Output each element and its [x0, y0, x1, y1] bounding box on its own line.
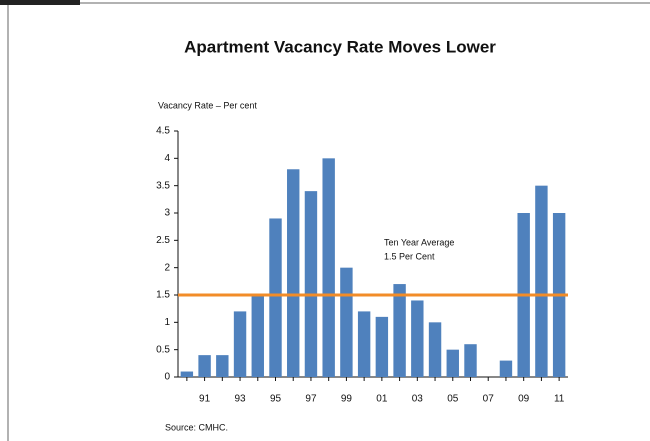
x-tick-label: 05	[447, 394, 459, 405]
bar	[411, 300, 424, 377]
bar	[216, 355, 229, 377]
bar	[198, 355, 211, 377]
y-tick-label: 1	[164, 317, 170, 328]
x-tick-label: 03	[412, 394, 424, 405]
y-tick-label: 3.5	[156, 180, 170, 191]
annotation: 1.5 Per Cent	[384, 251, 435, 261]
y-axis-label: Vacancy Rate – Per cent	[158, 100, 257, 110]
bar	[251, 295, 264, 377]
bar	[375, 316, 389, 377]
y-tick-label: 3	[164, 208, 170, 219]
y-tick-label: 0.5	[156, 344, 170, 355]
x-tick-label: 07	[483, 394, 495, 405]
chart-title: Apartment Vacancy Rate Moves Lower	[184, 37, 496, 56]
bar	[180, 371, 194, 377]
y-tick-label: 4	[164, 153, 170, 164]
bar	[287, 169, 300, 377]
corner-tab	[0, 0, 80, 5]
y-tick-label: 1.5	[156, 290, 170, 301]
source-note: Source: CMHC.	[165, 422, 228, 432]
y-tick-label: 2	[164, 262, 170, 273]
bar	[464, 344, 477, 377]
bar	[304, 191, 318, 377]
annotation: Ten Year Average	[384, 237, 454, 247]
bar	[357, 311, 371, 377]
x-tick-label: 09	[518, 394, 530, 405]
bar	[269, 218, 282, 377]
bar	[233, 311, 247, 377]
x-tick-label: 11	[554, 394, 565, 405]
bar	[446, 349, 459, 377]
bar	[340, 267, 353, 377]
bar	[428, 322, 442, 377]
bar	[499, 360, 513, 377]
x-tick-label: 01	[376, 394, 388, 405]
x-tick-label: 95	[270, 394, 282, 405]
x-tick-label: 91	[199, 394, 211, 405]
bar	[393, 284, 406, 377]
bar	[322, 158, 335, 377]
y-tick-label: 2.5	[156, 235, 170, 246]
x-tick-label: 93	[234, 394, 246, 405]
x-tick-label: 97	[305, 394, 317, 405]
y-tick-label: 4.5	[156, 126, 170, 137]
bar	[535, 185, 548, 377]
y-tick-label: 0	[164, 372, 170, 383]
x-tick-label: 99	[341, 394, 353, 405]
